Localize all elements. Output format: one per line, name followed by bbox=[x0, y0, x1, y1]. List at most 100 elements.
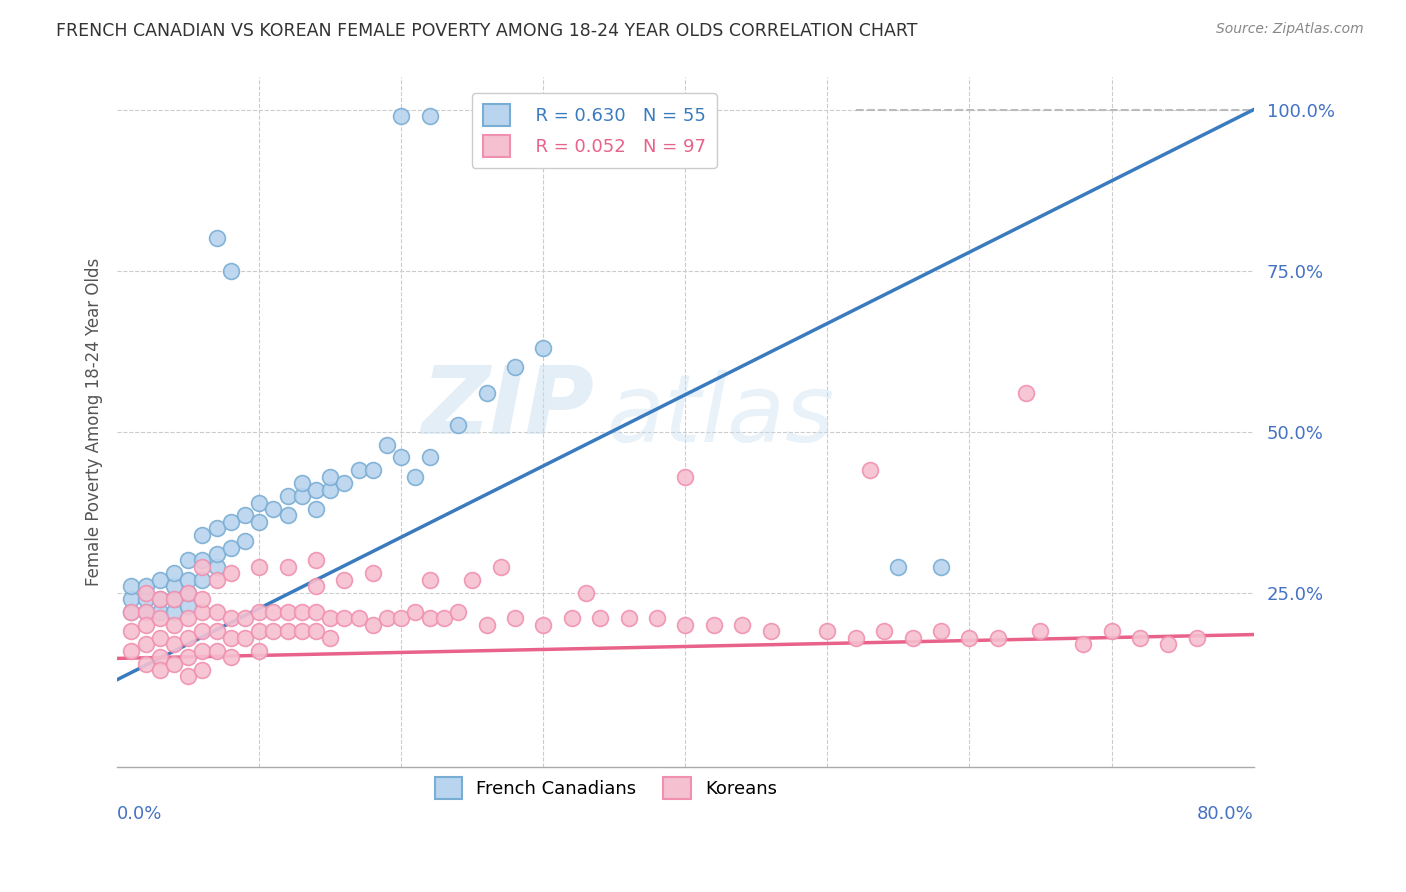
Point bbox=[347, 463, 370, 477]
Point bbox=[929, 560, 952, 574]
Point bbox=[233, 631, 256, 645]
Point bbox=[120, 643, 142, 657]
Point bbox=[731, 618, 754, 632]
Point bbox=[347, 611, 370, 625]
Point bbox=[120, 605, 142, 619]
Point bbox=[305, 483, 328, 497]
Point bbox=[177, 599, 200, 613]
Point bbox=[135, 592, 157, 607]
Point bbox=[177, 585, 200, 599]
Point bbox=[163, 618, 186, 632]
Point bbox=[163, 657, 186, 671]
Point bbox=[845, 631, 868, 645]
Point bbox=[305, 502, 328, 516]
Point bbox=[1071, 637, 1094, 651]
Point bbox=[531, 341, 554, 355]
Point bbox=[1029, 624, 1052, 639]
Point bbox=[163, 592, 186, 607]
Point bbox=[277, 624, 299, 639]
Point bbox=[135, 657, 157, 671]
Point bbox=[219, 611, 242, 625]
Point bbox=[219, 515, 242, 529]
Point bbox=[149, 663, 172, 677]
Point bbox=[319, 631, 342, 645]
Point bbox=[489, 560, 512, 574]
Point bbox=[205, 643, 228, 657]
Point bbox=[475, 386, 498, 401]
Point bbox=[503, 360, 526, 375]
Point bbox=[247, 624, 270, 639]
Point bbox=[177, 611, 200, 625]
Point bbox=[419, 450, 441, 465]
Point bbox=[163, 592, 186, 607]
Point bbox=[149, 605, 172, 619]
Point bbox=[645, 611, 668, 625]
Point bbox=[929, 624, 952, 639]
Point bbox=[561, 611, 583, 625]
Point bbox=[205, 560, 228, 574]
Point bbox=[291, 476, 314, 491]
Point bbox=[219, 541, 242, 555]
Point bbox=[319, 611, 342, 625]
Point bbox=[1185, 631, 1208, 645]
Point bbox=[205, 605, 228, 619]
Point bbox=[219, 566, 242, 581]
Point bbox=[262, 502, 284, 516]
Point bbox=[163, 605, 186, 619]
Point bbox=[191, 560, 214, 574]
Point bbox=[149, 573, 172, 587]
Point bbox=[419, 573, 441, 587]
Point bbox=[135, 618, 157, 632]
Point bbox=[191, 643, 214, 657]
Point bbox=[135, 637, 157, 651]
Point bbox=[135, 585, 157, 599]
Text: atlas: atlas bbox=[606, 369, 834, 460]
Point bbox=[149, 592, 172, 607]
Point bbox=[375, 611, 398, 625]
Point bbox=[277, 560, 299, 574]
Point bbox=[247, 643, 270, 657]
Point bbox=[149, 611, 172, 625]
Point bbox=[389, 450, 412, 465]
Point bbox=[262, 605, 284, 619]
Point bbox=[149, 631, 172, 645]
Point bbox=[873, 624, 896, 639]
Point bbox=[447, 418, 470, 433]
Point bbox=[305, 553, 328, 567]
Point bbox=[405, 469, 427, 483]
Point bbox=[205, 573, 228, 587]
Point bbox=[191, 553, 214, 567]
Point bbox=[673, 469, 696, 483]
Point bbox=[120, 579, 142, 593]
Point bbox=[247, 605, 270, 619]
Point bbox=[389, 109, 412, 123]
Point bbox=[959, 631, 981, 645]
Point bbox=[247, 495, 270, 509]
Point bbox=[305, 605, 328, 619]
Point bbox=[277, 605, 299, 619]
Point bbox=[1101, 624, 1123, 639]
Point bbox=[120, 592, 142, 607]
Point bbox=[419, 611, 441, 625]
Point bbox=[219, 631, 242, 645]
Point bbox=[305, 579, 328, 593]
Point bbox=[191, 624, 214, 639]
Point bbox=[475, 618, 498, 632]
Point bbox=[149, 650, 172, 665]
Point bbox=[617, 611, 640, 625]
Point bbox=[135, 579, 157, 593]
Point bbox=[291, 489, 314, 503]
Point bbox=[461, 573, 484, 587]
Point bbox=[361, 618, 384, 632]
Legend: French Canadians, Koreans: French Canadians, Koreans bbox=[427, 769, 785, 805]
Point bbox=[177, 631, 200, 645]
Point bbox=[177, 553, 200, 567]
Text: 80.0%: 80.0% bbox=[1197, 805, 1254, 823]
Point bbox=[305, 624, 328, 639]
Point bbox=[233, 508, 256, 523]
Point bbox=[191, 527, 214, 541]
Text: FRENCH CANADIAN VS KOREAN FEMALE POVERTY AMONG 18-24 YEAR OLDS CORRELATION CHART: FRENCH CANADIAN VS KOREAN FEMALE POVERTY… bbox=[56, 22, 918, 40]
Point bbox=[375, 437, 398, 451]
Point bbox=[205, 624, 228, 639]
Point bbox=[759, 624, 782, 639]
